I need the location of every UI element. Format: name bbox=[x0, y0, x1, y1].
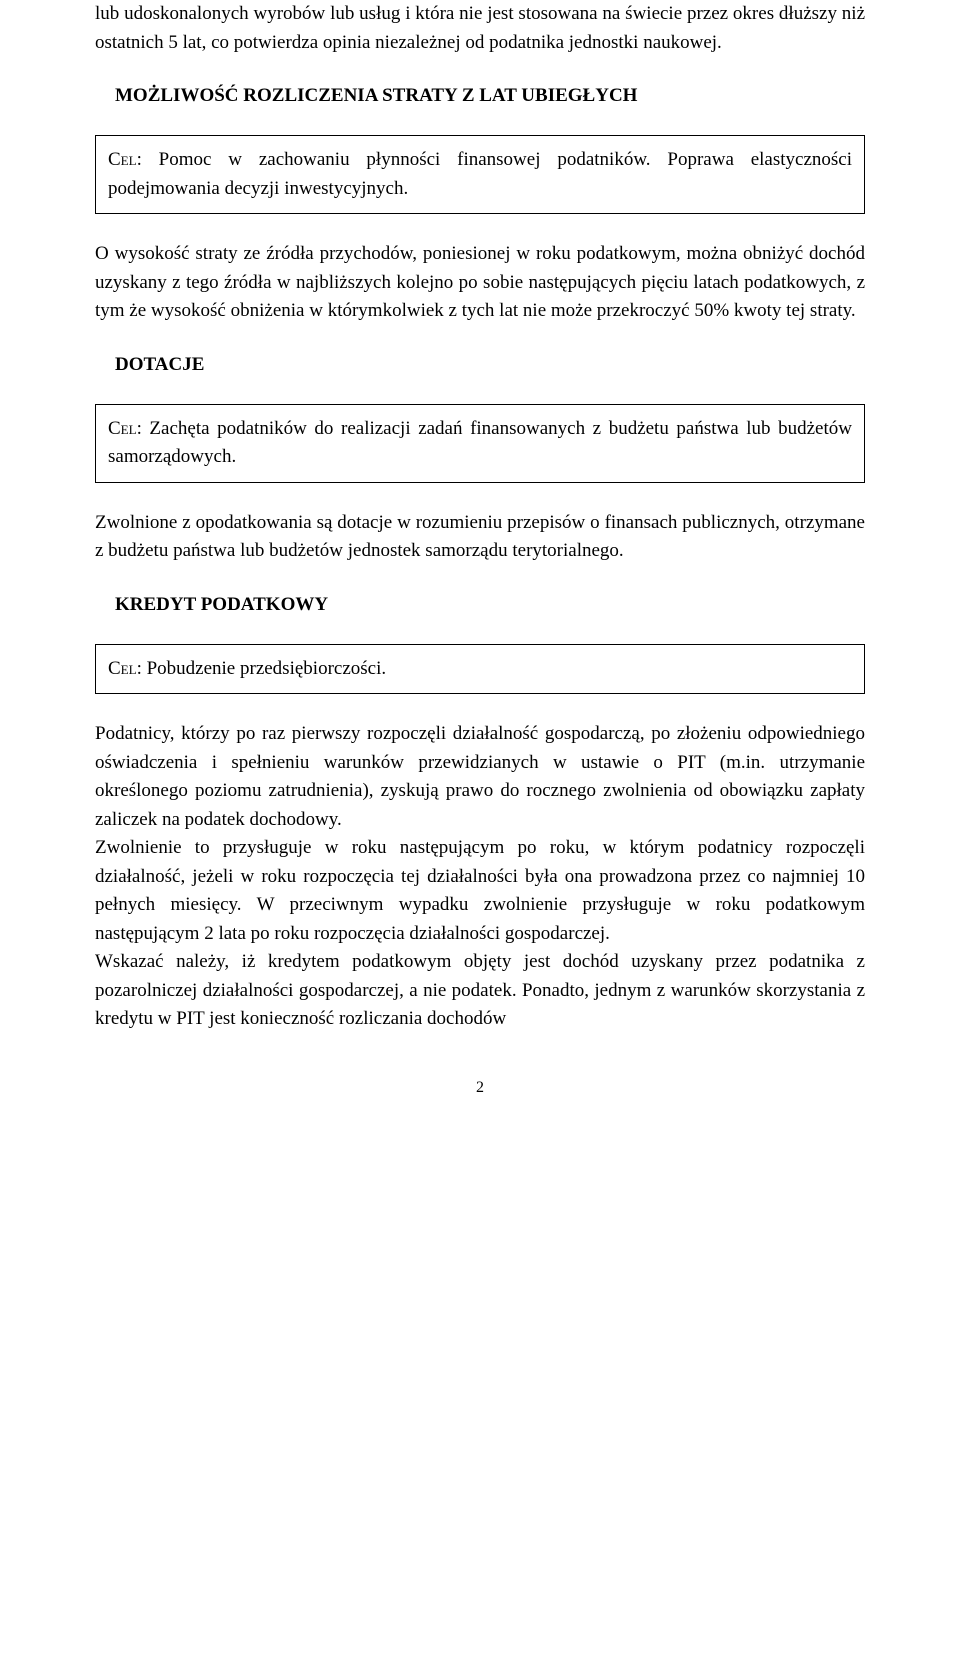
section3-body2: Zwolnienie to przysługuje w roku następu… bbox=[95, 834, 865, 948]
cel-text: : Pobudzenie przedsiębiorczości. bbox=[137, 658, 387, 679]
cel-label: Cel bbox=[108, 658, 137, 679]
page-number: 2 bbox=[95, 1079, 865, 1097]
section2-heading: DOTACJE bbox=[95, 354, 865, 376]
heading-text: MOŻLIWOŚĆ ROZLICZENIA STRATY Z LAT UBIEG… bbox=[115, 85, 637, 106]
section3-body1: Podatnicy, którzy po raz pierwszy rozpoc… bbox=[95, 720, 865, 834]
heading-text: DOTACJE bbox=[115, 354, 204, 375]
cel-label: Cel bbox=[108, 149, 137, 170]
section1-cel-box: Cel: Pomoc w zachowaniu płynności finans… bbox=[95, 135, 865, 214]
section3-body3: Wskazać należy, iż kredytem podatkowym o… bbox=[95, 948, 865, 1034]
section1-heading: MOŻLIWOŚĆ ROZLICZENIA STRATY Z LAT UBIEG… bbox=[95, 85, 865, 107]
section3-cel-box: Cel: Pobudzenie przedsiębiorczości. bbox=[95, 644, 865, 695]
cel-label: Cel bbox=[108, 418, 137, 439]
cel-text: : Pomoc w zachowaniu płynności finansowe… bbox=[108, 149, 852, 199]
heading-text: KREDYT PODATKOWY bbox=[115, 594, 328, 615]
section1-body: O wysokość straty ze źródła przychodów, … bbox=[95, 240, 865, 326]
cel-text: : Zachęta podatników do realizacji zadań… bbox=[108, 418, 852, 468]
section2-body: Zwolnione z opodatkowania są dotacje w r… bbox=[95, 509, 865, 566]
intro-paragraph: lub udoskonalonych wyrobów lub usług i k… bbox=[95, 0, 865, 57]
section3-heading: KREDYT PODATKOWY bbox=[95, 594, 865, 616]
section2-cel-box: Cel: Zachęta podatników do realizacji za… bbox=[95, 404, 865, 483]
